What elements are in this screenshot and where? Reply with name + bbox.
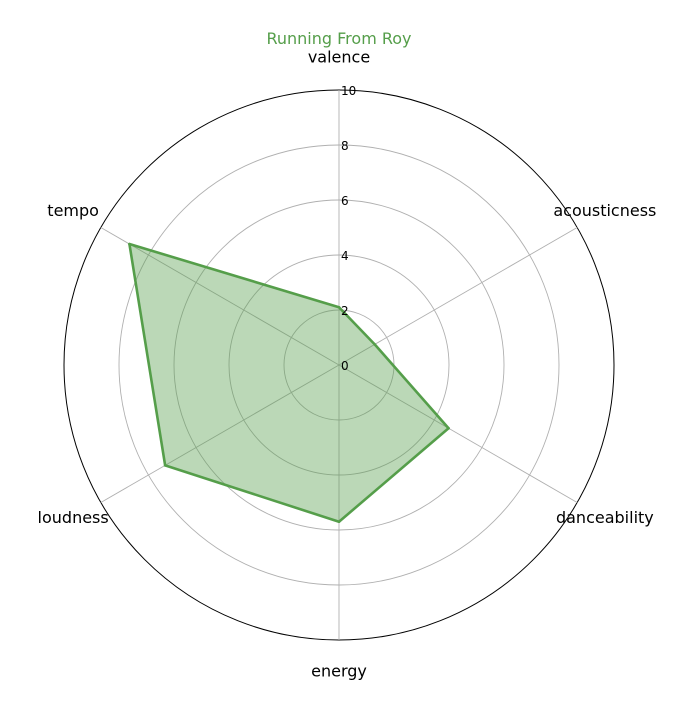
r-tick-label: 0 xyxy=(341,359,349,373)
spoke-danceability xyxy=(338,364,578,503)
r-tick-label: 8 xyxy=(341,139,349,153)
r-tick-label: 2 xyxy=(341,304,349,318)
axis-label-energy: energy xyxy=(311,662,367,681)
data-point-valence xyxy=(337,305,341,309)
data-series xyxy=(128,242,450,524)
chart-title: Running From Roy xyxy=(266,29,411,48)
axis-label-loudness: loudness xyxy=(38,508,109,527)
data-point-tempo xyxy=(128,242,131,246)
radial-tick-labels: 0 2 4 6 8 10 xyxy=(341,84,356,373)
axis-label-valence: valence xyxy=(308,48,370,67)
spoke-loudness xyxy=(100,364,340,503)
r-tick-label: 4 xyxy=(341,249,349,263)
axis-label-acousticness: acousticness xyxy=(553,201,656,220)
r-tick-label: 6 xyxy=(341,194,349,208)
axis-spokes xyxy=(100,90,578,640)
axis-label-danceability: danceability xyxy=(556,508,654,527)
spoke-acousticness xyxy=(338,227,578,366)
data-point-loudness xyxy=(163,464,167,467)
series-fill xyxy=(129,244,449,522)
data-point-acousticness xyxy=(373,343,377,346)
spoke-tempo xyxy=(100,227,340,366)
r-tick-label: 10 xyxy=(341,84,356,98)
data-point-energy xyxy=(337,520,341,524)
axis-labels: valence acousticness danceability energy lou… xyxy=(38,48,657,681)
axis-label-tempo: tempo xyxy=(47,201,99,220)
data-point-danceability xyxy=(447,426,450,430)
